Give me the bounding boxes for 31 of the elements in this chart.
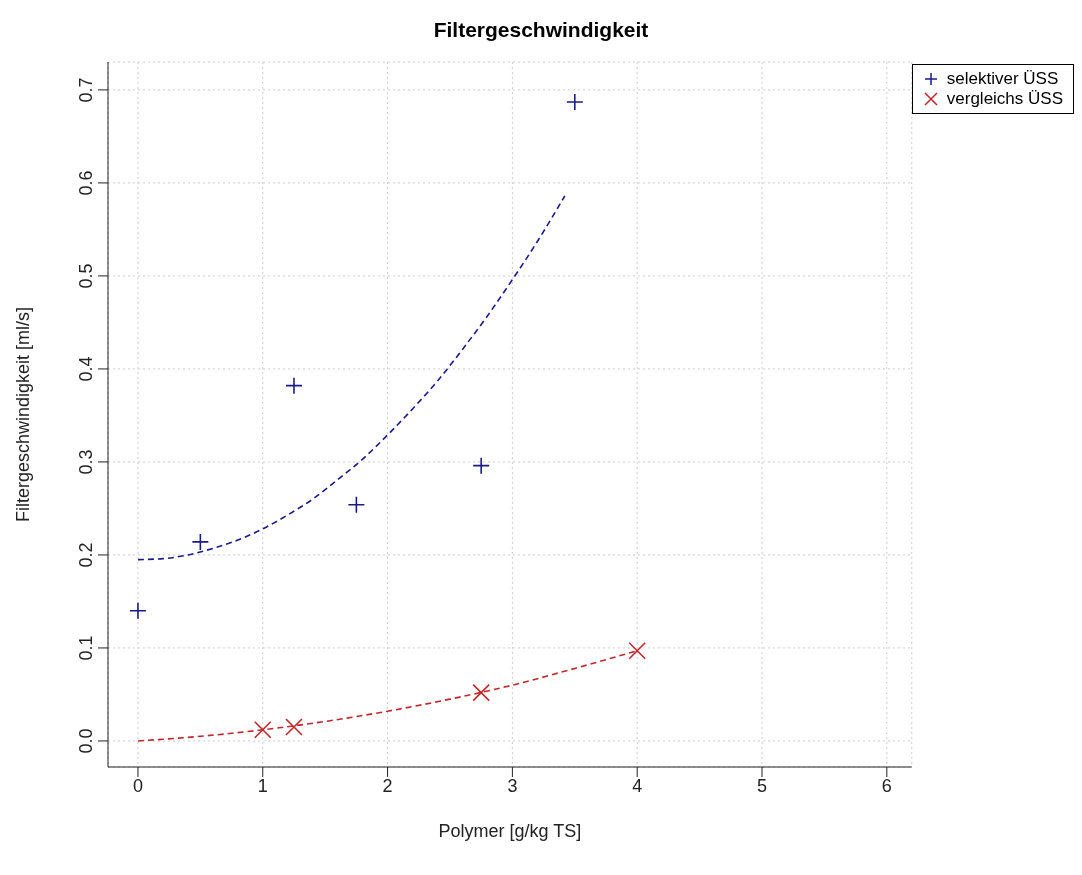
x-tick-label: 2 (382, 775, 393, 796)
point (129, 601, 147, 620)
point (253, 721, 272, 739)
point (472, 456, 490, 475)
x-tick-label: 6 (881, 775, 892, 796)
line-series (137, 195, 566, 561)
y-tick-label: 0.6 (76, 170, 96, 196)
point (565, 93, 584, 111)
point (285, 718, 303, 736)
y-tick-label: 0.2 (76, 542, 96, 568)
point (628, 641, 646, 660)
x-tick-label: 0 (132, 775, 143, 796)
point (472, 683, 490, 702)
y-axis-title: Filtergeschwindigkeit [ml/s] (13, 306, 34, 523)
y-tick-label: 0.7 (76, 77, 96, 103)
point (191, 533, 210, 551)
y-tick-label: 0.4 (76, 356, 96, 382)
x-tick-label: 1 (257, 775, 268, 796)
x-tick-label: 4 (632, 775, 643, 796)
point (285, 376, 303, 395)
x-axis-title: Polymer [g/kg TS] (438, 821, 582, 841)
y-tick-label: 0.1 (76, 635, 96, 661)
point (347, 495, 366, 514)
x-tick-label: 3 (507, 775, 518, 796)
x-tick-label: 5 (757, 775, 768, 796)
legend-label: selektiver ÜSS (946, 69, 1059, 89)
y-tick-label: 0.0 (76, 728, 96, 754)
legend-label: vergleichs ÜSS (946, 89, 1063, 109)
y-tick-label: 0.3 (76, 449, 96, 475)
chart-title: Filtergeschwindigkeit (432, 17, 650, 43)
y-tick-label: 0.5 (76, 263, 96, 289)
